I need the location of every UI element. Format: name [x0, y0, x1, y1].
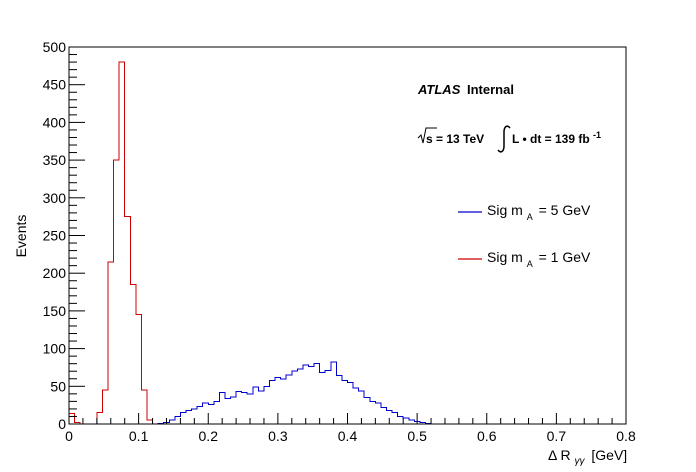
x-tick-label: 0.2: [199, 428, 219, 444]
legend: Sig m A = 5 GeV Sig m A = 1 GeV: [458, 202, 591, 270]
y-tick-label: 450: [43, 77, 67, 93]
y-tick-label: 100: [43, 341, 67, 357]
x-tick-label: 0.8: [616, 428, 636, 444]
legend-entry-1gev: Sig m A = 1 GeV: [458, 249, 591, 270]
y-tick-label: 50: [50, 378, 66, 394]
legend-entry-5gev: Sig m A = 5 GeV: [458, 202, 591, 223]
luminosity-label-main: L • dt = 139 fb: [512, 132, 590, 146]
legend-label-5gev-sub: A: [527, 212, 533, 222]
legend-label-1gev-rest: = 1 GeV: [539, 249, 591, 265]
y-axis: 0 50 100 150 200 250 300 350 400 450 500: [43, 39, 85, 432]
y-tick-label: 200: [43, 265, 67, 281]
y-tick-label: 350: [43, 152, 67, 168]
histogram-series-group: [68, 61, 626, 425]
x-axis-label-subscript: γγ: [574, 456, 585, 467]
sqrt-symbol: [417, 127, 437, 144]
atlas-label: ATLAS Internal: [417, 82, 514, 97]
legend-label-5gev-name: Sig m: [487, 202, 523, 218]
sqrt-s-label: s = 13 TeV: [426, 132, 484, 146]
x-axis: 0 0.1 0.2 0.3 0.4 0.5 0.6 0.7 0.8: [65, 413, 636, 444]
histogram-series-1gev: [68, 61, 626, 425]
legend-label-5gev: Sig m A = 5 GeV: [487, 202, 591, 223]
histogram-series-5gev: [69, 361, 626, 425]
legend-label-1gev-name: Sig m: [487, 249, 523, 265]
legend-label-5gev-rest: = 5 GeV: [539, 202, 591, 218]
y-tick-label: 250: [43, 228, 67, 244]
atlas-label-internal: Internal: [467, 82, 514, 97]
x-tick-label: 0: [65, 428, 73, 444]
x-tick-label: 0.4: [338, 428, 358, 444]
x-tick-label: 0.1: [129, 428, 149, 444]
y-tick-label: 400: [43, 114, 67, 130]
y-tick-label: 500: [43, 39, 67, 55]
y-tick-label: 300: [43, 190, 67, 206]
legend-label-1gev-sub: A: [527, 259, 533, 269]
x-tick-label: 0.7: [547, 428, 567, 444]
x-tick-label: 0.5: [407, 428, 427, 444]
y-tick-label: 150: [43, 303, 67, 319]
luminosity-label-exponent: -1: [593, 130, 601, 140]
atlas-label-atlas: ATLAS: [417, 82, 461, 97]
x-tick-label: 0.3: [268, 428, 288, 444]
x-axis-label: Δ R γγ [GeV]: [548, 447, 627, 467]
x-tick-label: 0.6: [477, 428, 497, 444]
x-axis-label-unit: [GeV]: [591, 447, 627, 463]
integral-symbol: [497, 125, 511, 153]
y-axis-label: Events: [13, 215, 29, 258]
legend-label-1gev: Sig m A = 1 GeV: [487, 249, 591, 270]
luminosity-label: L • dt = 139 fb -1: [512, 130, 601, 146]
x-axis-label-main: Δ R: [548, 447, 571, 463]
y-tick-label: 0: [58, 416, 66, 432]
